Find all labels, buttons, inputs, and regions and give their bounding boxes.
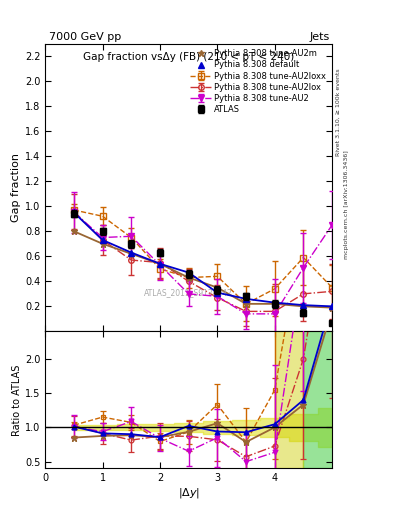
Pythia 8.308 tune-AU2m [158, 261, 162, 267]
Pythia 8.308 tune-AU2m [129, 251, 134, 257]
X-axis label: $|\Delta y|$: $|\Delta y|$ [178, 486, 200, 500]
Text: Gap fraction vsΔy (FB) (210 < pT < 240): Gap fraction vsΔy (FB) (210 < pT < 240) [83, 52, 294, 62]
Line: Pythia 8.308 tune-AU2m: Pythia 8.308 tune-AU2m [70, 228, 336, 311]
Pythia 8.308 tune-AU2m [272, 301, 277, 307]
Y-axis label: Ratio to ATLAS: Ratio to ATLAS [12, 364, 22, 436]
Pythia 8.308 default [129, 249, 134, 255]
Legend: Pythia 8.308 tune-AU2m, Pythia 8.308 default, Pythia 8.308 tune-AU2loxx, Pythia : Pythia 8.308 tune-AU2m, Pythia 8.308 def… [188, 48, 328, 115]
Text: ATLAS_2011_S9128242: ATLAS_2011_S9128242 [144, 288, 233, 297]
Pythia 8.308 default [244, 296, 248, 302]
Line: Pythia 8.308 default: Pythia 8.308 default [71, 210, 335, 309]
Pythia 8.308 tune-AU2m [100, 241, 105, 247]
Pythia 8.308 default [215, 289, 220, 295]
Pythia 8.308 default [72, 209, 76, 216]
Pythia 8.308 default [100, 237, 105, 243]
Bar [275, 331, 303, 468]
Pythia 8.308 tune-AU2m [186, 274, 191, 281]
Pythia 8.308 default [272, 300, 277, 306]
Pythia 8.308 default [158, 261, 162, 267]
Pythia 8.308 tune-AU2m [244, 301, 248, 307]
Pythia 8.308 tune-AU2m [215, 285, 220, 291]
Pythia 8.308 default [301, 302, 306, 308]
Pythia 8.308 tune-AU2m [301, 303, 306, 309]
Pythia 8.308 default [186, 269, 191, 275]
Text: 7000 GeV pp: 7000 GeV pp [49, 32, 121, 42]
Text: Jets: Jets [310, 32, 330, 42]
Pythia 8.308 tune-AU2m [72, 228, 76, 234]
Pythia 8.308 tune-AU2m [330, 305, 334, 311]
Text: mcplots.cern.ch [arXiv:1306.3436]: mcplots.cern.ch [arXiv:1306.3436] [344, 151, 349, 259]
Text: Rivet 3.1.10, ≥ 100k events: Rivet 3.1.10, ≥ 100k events [336, 69, 341, 157]
Bar [303, 331, 335, 468]
Y-axis label: Gap fraction: Gap fraction [11, 153, 21, 222]
Pythia 8.308 default [330, 303, 334, 309]
